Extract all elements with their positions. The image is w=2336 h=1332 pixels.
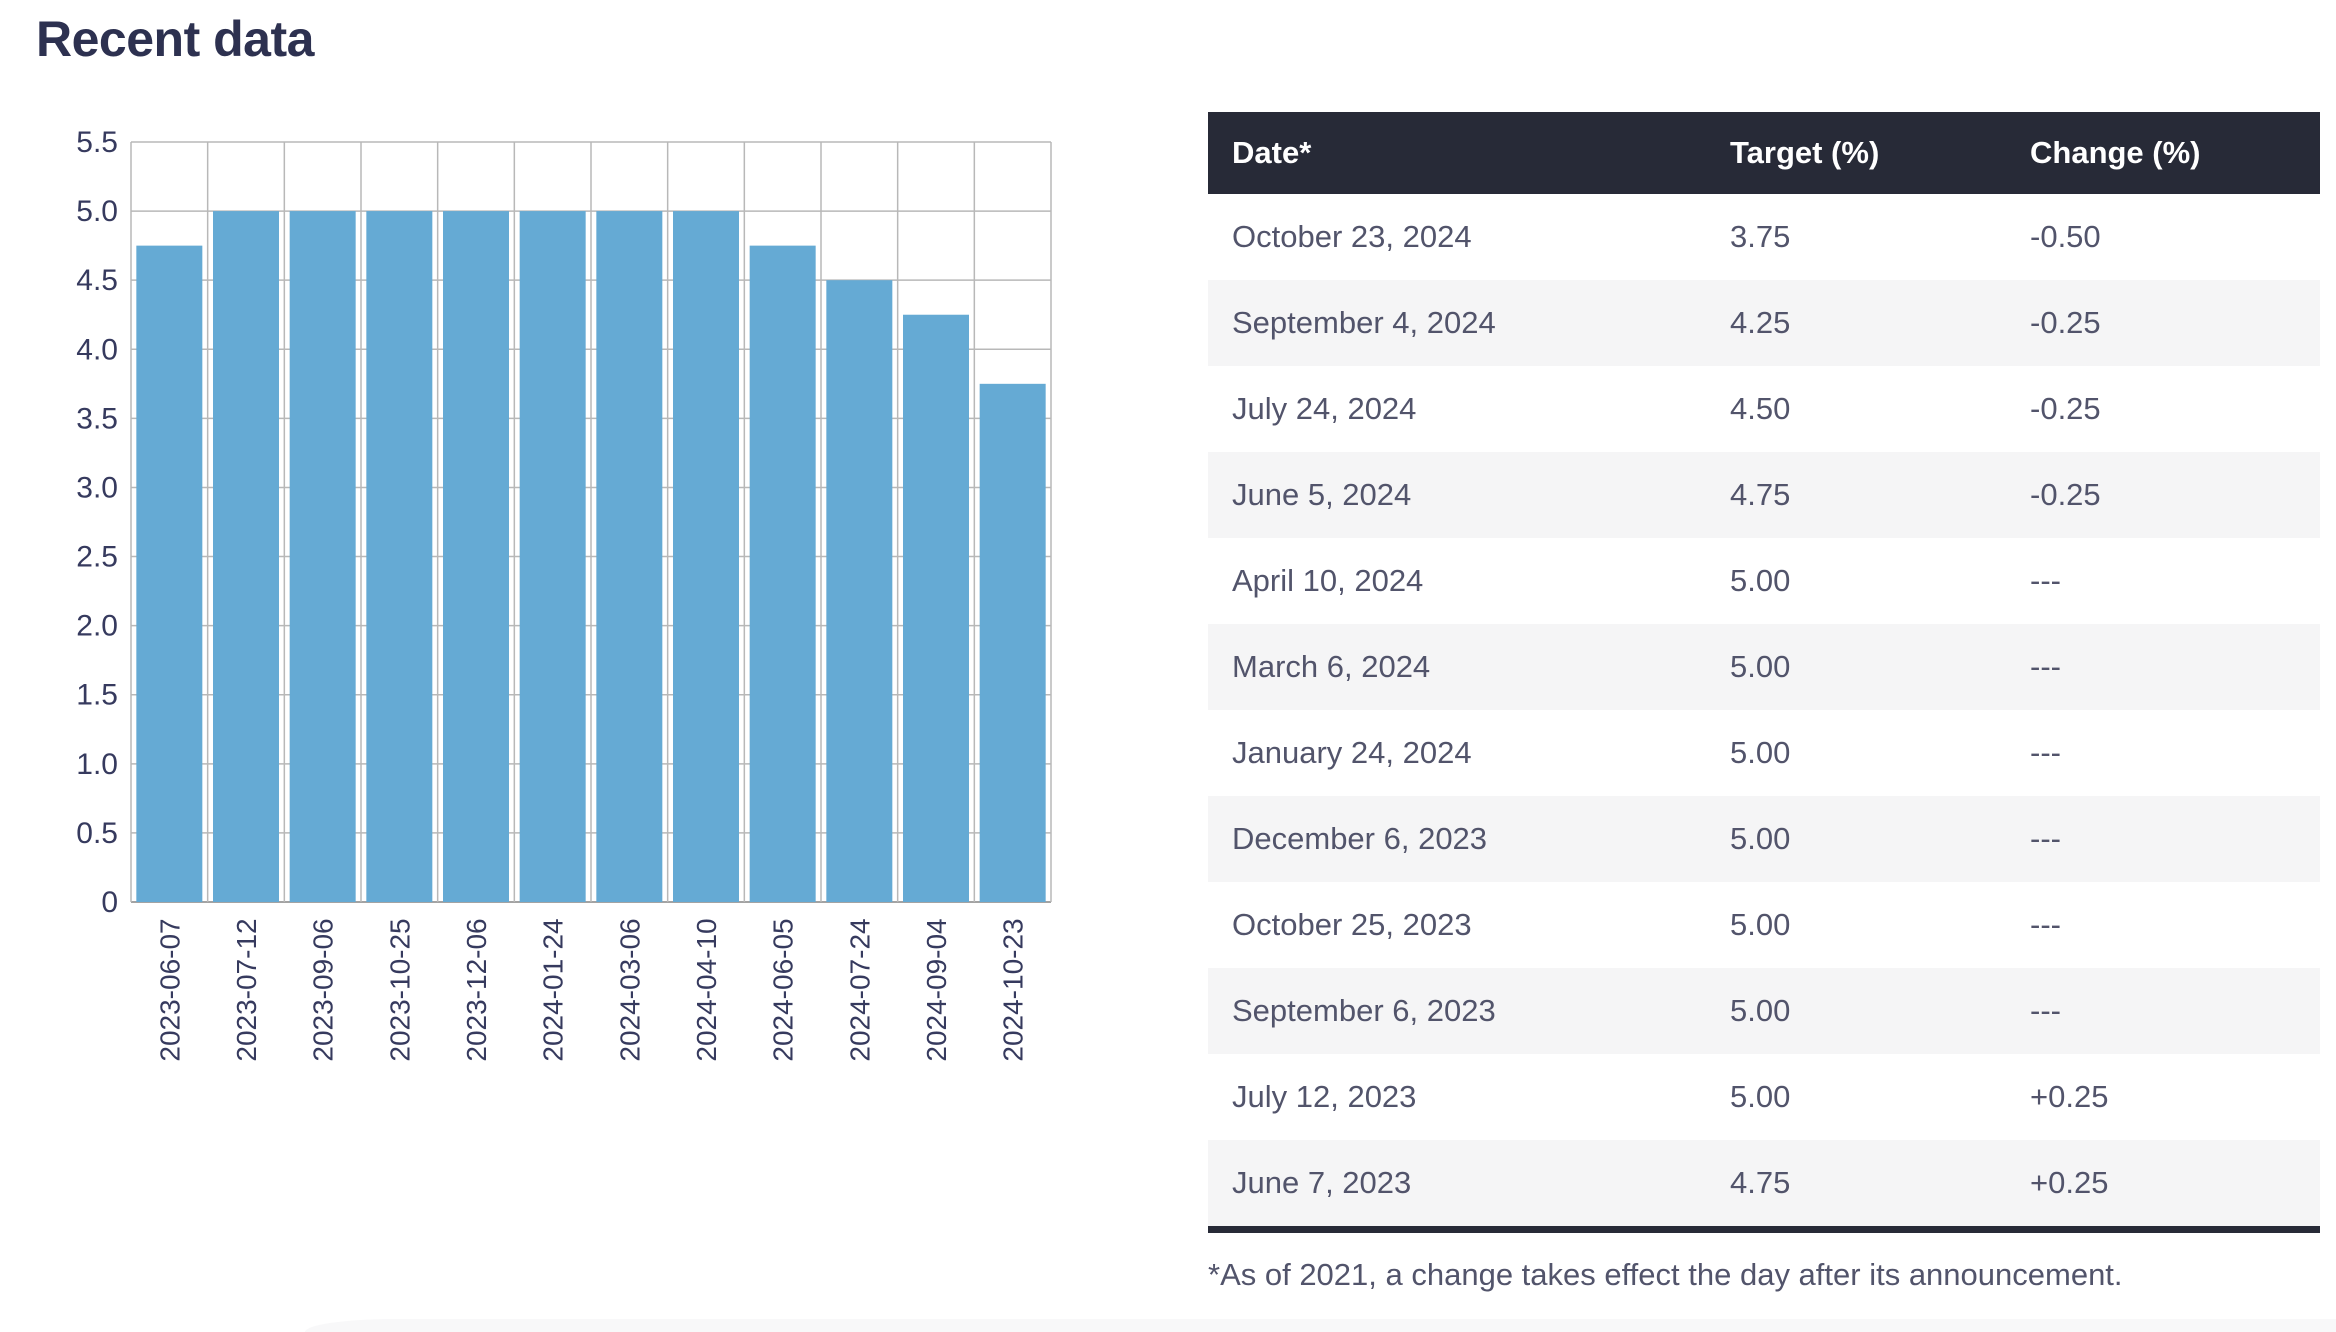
- table-row: January 24, 2024 5.00 ---: [1208, 710, 2320, 796]
- table-cell: ---: [2030, 907, 2061, 942]
- table-row: April 10, 2024 5.00 ---: [1208, 538, 2320, 624]
- table-cell: April 10, 2024: [1232, 563, 1424, 598]
- table-cell: ---: [2030, 993, 2061, 1028]
- table-cell: 5.00: [1730, 993, 1791, 1028]
- table-cell: 5.00: [1730, 1079, 1791, 1114]
- table-cell: 4.75: [1730, 477, 1791, 512]
- bar: [903, 314, 969, 902]
- table-cell: July 12, 2023: [1232, 1079, 1417, 1114]
- table-cell: ---: [2030, 821, 2061, 856]
- bar: [289, 211, 356, 902]
- y-axis-tick-label: 3.5: [76, 402, 118, 435]
- x-axis-tick-label: 2023-12-06: [461, 918, 492, 1061]
- next-section-top-edge: [305, 1319, 2336, 1332]
- table-header: Date* Target (%) Change (%): [1208, 112, 2320, 194]
- table-cell: 5.00: [1730, 907, 1791, 942]
- column-header-date: Date*: [1208, 112, 1706, 194]
- table-row: September 4, 2024 4.25 -0.25: [1208, 280, 2320, 366]
- bar: [596, 211, 663, 902]
- y-axis-tick-label: 5.0: [76, 195, 118, 228]
- table-cell: -0.25: [2030, 477, 2101, 512]
- y-axis-tick-label: 1.5: [76, 679, 118, 712]
- table-cell: -0.25: [2030, 391, 2101, 426]
- table-row: October 25, 2023 5.00 ---: [1208, 882, 2320, 968]
- y-axis-tick-label: 4.5: [76, 264, 118, 297]
- table-cell: July 24, 2024: [1232, 391, 1417, 426]
- y-axis-tick-label: 1.0: [76, 748, 118, 781]
- table-cell: 5.00: [1730, 821, 1791, 856]
- table-cell: 3.75: [1730, 219, 1791, 254]
- y-axis-tick-label: 4.0: [76, 333, 118, 366]
- bar: [443, 211, 509, 902]
- y-axis-tick-label: 0.5: [76, 817, 118, 850]
- table-cell: October 23, 2024: [1232, 219, 1472, 254]
- bar: [826, 280, 893, 902]
- y-axis-tick-label: 3.0: [76, 471, 118, 504]
- y-axis-tick-label: 2.0: [76, 610, 118, 643]
- x-axis-tick-label: 2024-03-06: [614, 918, 645, 1061]
- bar: [136, 245, 203, 902]
- table-footnote: *As of 2021, a change takes effect the d…: [1208, 1257, 2123, 1292]
- x-axis-tick-label: 2024-09-04: [921, 918, 952, 1061]
- bar: [519, 211, 586, 902]
- table-cell: -0.50: [2030, 219, 2101, 254]
- table-cell: ---: [2030, 563, 2061, 598]
- table-cell: 4.25: [1730, 305, 1791, 340]
- page-title: Recent data: [36, 11, 314, 67]
- table-row: September 6, 2023 5.00 ---: [1208, 968, 2320, 1054]
- x-axis-tick-label: 2024-06-05: [768, 918, 799, 1061]
- table-row: March 6, 2024 5.00 ---: [1208, 624, 2320, 710]
- table-cell: +0.25: [2030, 1079, 2109, 1114]
- x-axis-tick-label: 2024-04-10: [691, 918, 722, 1061]
- y-axis-tick-label: 0: [101, 886, 118, 919]
- table-cell: ---: [2030, 649, 2061, 684]
- table-cell: ---: [2030, 735, 2061, 770]
- table-cell: September 4, 2024: [1232, 305, 1496, 340]
- bar: [979, 383, 1046, 902]
- x-axis-tick-label: 2023-07-12: [231, 918, 262, 1061]
- x-axis-tick-label: 2023-09-06: [308, 918, 339, 1061]
- table-row: June 5, 2024 4.75 -0.25: [1208, 452, 2320, 538]
- bar-chart-svg: 0 0.5 1.0 1.5 2.0 2.5 3.0 3.5 4.0 4.5 5.0 5.5 2023-0…: [76, 126, 1052, 1062]
- x-axis-tick-label: 2024-01-24: [538, 918, 569, 1061]
- x-axis-tick-label: 2024-07-24: [844, 918, 875, 1061]
- table-row: October 23, 2024 3.75 -0.50: [1208, 194, 2320, 280]
- column-header-target: Target (%): [1706, 112, 2006, 194]
- table-cell: March 6, 2024: [1232, 649, 1431, 684]
- table-cell: December 6, 2023: [1232, 821, 1488, 856]
- table-row: July 12, 2023 5.00 +0.25: [1208, 1054, 2320, 1140]
- table-cell: January 24, 2024: [1232, 735, 1472, 770]
- bar: [366, 211, 433, 902]
- target-rate-bar-chart: 0 0.5 1.0 1.5 2.0 2.5 3.0 3.5 4.0 4.5 5.0 5.5 2023-0…: [52, 126, 1057, 1068]
- x-axis-tick-label: 2023-10-25: [384, 918, 415, 1061]
- table-cell: 5.00: [1730, 563, 1791, 598]
- x-axis-tick-label: 2023-06-07: [154, 918, 185, 1061]
- table-cell: 4.50: [1730, 391, 1791, 426]
- column-header-change: Change (%): [2006, 112, 2320, 194]
- table-cell: -0.25: [2030, 305, 2101, 340]
- table-cell: 4.75: [1730, 1165, 1791, 1200]
- y-axis-tick-label: 5.5: [76, 128, 118, 159]
- bar: [673, 211, 739, 902]
- table-cell: 5.00: [1730, 649, 1791, 684]
- table-body: October 23, 2024 3.75 -0.50 September 4, 20…: [1208, 194, 2320, 1230]
- table-cell: 5.00: [1730, 735, 1791, 770]
- table-row: June 7, 2023 4.75 +0.25: [1208, 1140, 2320, 1230]
- table-cell: September 6, 2023: [1232, 993, 1496, 1028]
- table-cell: June 7, 2023: [1232, 1165, 1412, 1200]
- table-cell: June 5, 2024: [1232, 477, 1412, 512]
- bar: [213, 211, 279, 902]
- table-cell: +0.25: [2030, 1165, 2109, 1200]
- target-rate-table: Date* Target (%) Change (%) October 23, …: [1208, 112, 2320, 1233]
- rate-table-section: Date* Target (%) Change (%) October 23, …: [1208, 112, 2320, 1293]
- x-axis-tick-label: 2024-10-23: [998, 918, 1029, 1061]
- y-axis-tick-label: 2.5: [76, 541, 118, 574]
- table-row: July 24, 2024 4.50 -0.25: [1208, 366, 2320, 452]
- table-row: December 6, 2023 5.00 ---: [1208, 796, 2320, 882]
- bar: [749, 245, 816, 902]
- table-cell: October 25, 2023: [1232, 907, 1472, 942]
